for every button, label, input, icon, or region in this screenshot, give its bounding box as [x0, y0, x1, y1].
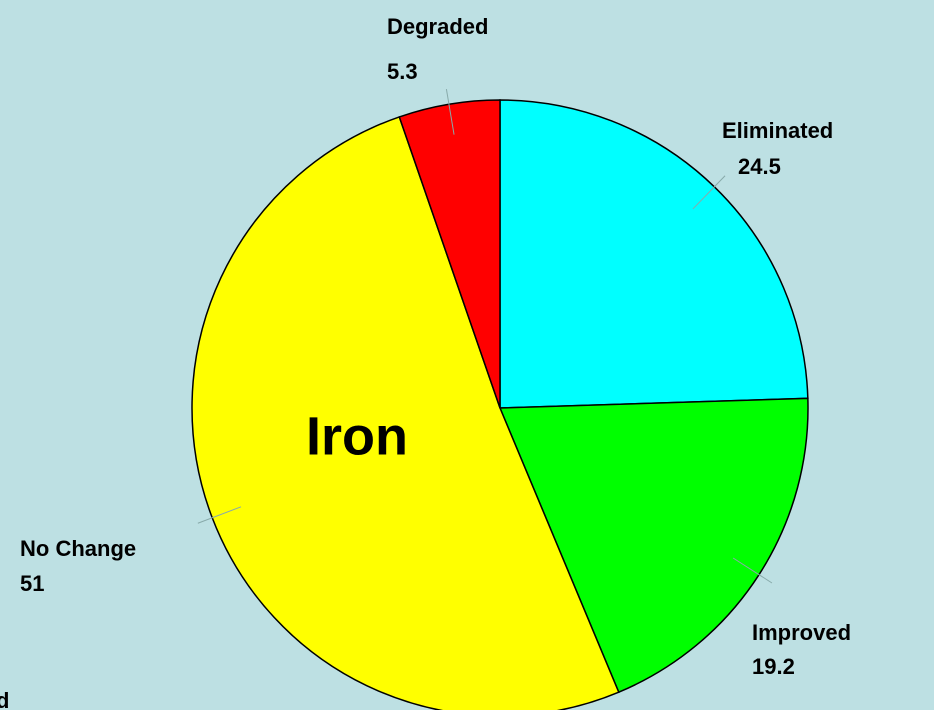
slice-value: 5.3	[387, 59, 418, 84]
slice-value: 51	[20, 571, 44, 596]
slice-label: Improved	[752, 620, 851, 645]
annotation: d	[0, 688, 9, 710]
pie	[191, 99, 809, 710]
chart-title: Iron	[306, 406, 408, 466]
leader-line	[197, 506, 242, 524]
leader-line	[692, 175, 726, 210]
slice-label: No Change	[20, 536, 136, 561]
slice-label: Degraded	[387, 14, 488, 39]
leader-line	[732, 557, 773, 584]
leader-line	[445, 88, 455, 135]
slice-value: 19.2	[752, 654, 795, 679]
slice-label: Eliminated	[722, 118, 833, 143]
slice-value: 24.5	[738, 154, 781, 179]
